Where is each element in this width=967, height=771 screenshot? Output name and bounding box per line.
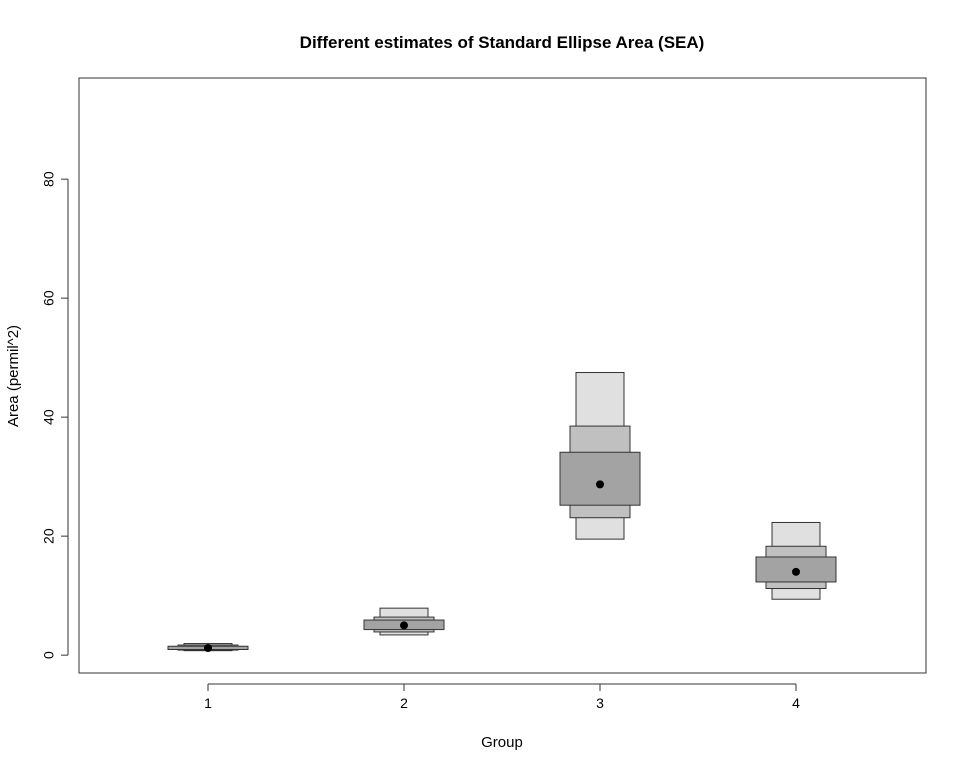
credible-interval-inner-box: [559, 451, 641, 506]
y-tick-label: 20: [41, 528, 57, 544]
chart-title: Different estimates of Standard Ellipse …: [300, 33, 705, 52]
x-axis: 1 2 3 4: [204, 683, 800, 711]
plot-frame: [78, 77, 927, 674]
y-axis-label: Area (permil^2): [5, 325, 22, 427]
y-tick-label: 40: [41, 409, 57, 425]
mode-point: [204, 644, 212, 653]
x-tick-label: 2: [400, 695, 408, 711]
mode-point: [400, 621, 408, 630]
boxes-layer: [167, 372, 837, 653]
mode-point: [596, 480, 604, 489]
mode-point: [792, 567, 800, 576]
y-tick-label: 60: [41, 290, 57, 306]
x-tick-label: 1: [204, 695, 212, 711]
credible-interval-inner-box: [755, 556, 837, 583]
y-axis: 0 20 40 60 80: [41, 171, 69, 659]
y-tick-label: 0: [41, 651, 57, 659]
y-tick-label: 80: [41, 171, 57, 187]
x-tick-label: 3: [596, 695, 604, 711]
x-axis-label: Group: [481, 734, 523, 751]
x-tick-label: 4: [792, 695, 800, 711]
